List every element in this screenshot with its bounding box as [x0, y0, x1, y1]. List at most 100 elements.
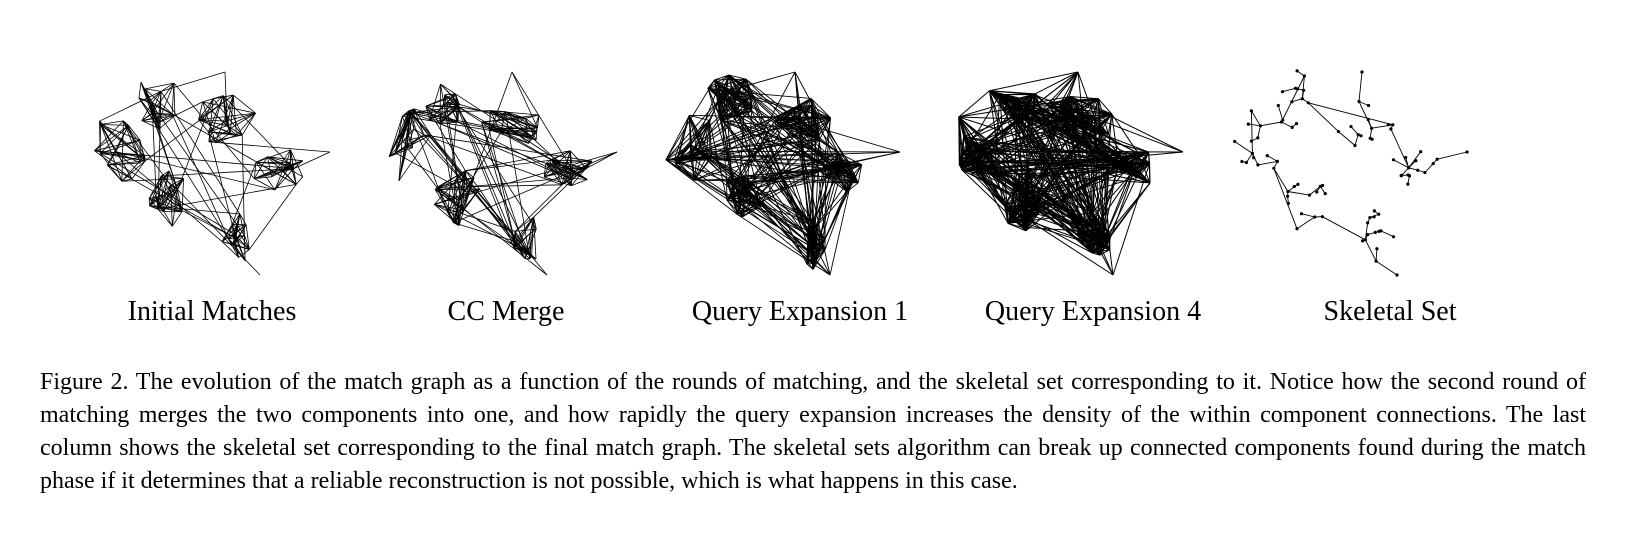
- graph-edge: [1132, 162, 1150, 176]
- graph-edge: [439, 117, 446, 124]
- graph-edge: [970, 116, 1021, 140]
- graph-node: [1307, 193, 1312, 197]
- graph-edge: [784, 117, 839, 154]
- graph-edge: [981, 166, 996, 175]
- graph-edge: [697, 150, 901, 153]
- graph-edge: [736, 95, 752, 116]
- graph-edge: [1092, 231, 1111, 251]
- graph-node: [1296, 182, 1300, 186]
- graph-edge: [207, 131, 216, 143]
- graph-edge: [1004, 205, 1093, 254]
- graph-edge: [489, 129, 537, 133]
- graph-node: [1423, 170, 1427, 175]
- graph-edge: [481, 121, 490, 129]
- graph-edge: [149, 205, 164, 212]
- graph-edge: [1338, 131, 1356, 146]
- graph-edge: [718, 91, 727, 117]
- graph-edge: [812, 221, 826, 239]
- graph-edge: [1023, 71, 1079, 220]
- graph-edge: [824, 152, 839, 168]
- graph-edge: [160, 82, 175, 92]
- graph-edge: [149, 205, 240, 215]
- graph-edge: [1291, 98, 1303, 103]
- graph-edge: [824, 161, 849, 168]
- graph-edge: [989, 71, 1079, 92]
- graph-node: [1246, 122, 1250, 126]
- graph-node: [1336, 130, 1341, 134]
- graph-edge: [784, 117, 901, 153]
- graph-edge: [726, 199, 738, 215]
- graph-node: [1407, 174, 1412, 178]
- graph-edge: [743, 175, 814, 241]
- graph-edge: [514, 216, 534, 232]
- graph-edge: [794, 71, 811, 236]
- graph-edge: [1108, 152, 1139, 165]
- graph-node: [1374, 259, 1378, 263]
- graph-edge: [444, 93, 456, 96]
- graph-edge: [138, 97, 229, 240]
- graph-edge: [444, 94, 463, 211]
- graph-edge: [797, 104, 812, 118]
- graph-edge: [1401, 167, 1410, 176]
- graph-edge: [981, 142, 989, 174]
- graph-edge: [707, 79, 715, 89]
- graph-edge: [161, 175, 178, 190]
- graph-edge: [456, 106, 537, 230]
- graph-edge: [207, 131, 237, 239]
- graph-edge: [570, 160, 593, 187]
- graph-edge: [551, 159, 569, 179]
- graph-edge: [221, 241, 239, 258]
- graph-edge: [1437, 151, 1468, 160]
- graph-edge: [457, 106, 482, 123]
- graph-edge: [458, 170, 466, 226]
- graph-edge: [467, 71, 513, 193]
- graph-edge: [1234, 141, 1253, 154]
- graph-edge: [1092, 212, 1111, 236]
- graph-edge: [1076, 233, 1111, 251]
- graph-edge: [675, 115, 690, 165]
- graph-node: [1465, 150, 1469, 154]
- graph-edge: [255, 149, 291, 163]
- graph-node: [1366, 221, 1370, 225]
- graph-edge: [274, 170, 284, 191]
- graph-node: [1286, 194, 1290, 198]
- graph-edge: [1077, 71, 1111, 160]
- graph-edge: [551, 159, 572, 187]
- graph-node: [1377, 229, 1381, 233]
- graph-edge: [429, 83, 441, 120]
- graph-edge: [551, 150, 571, 160]
- graph-edge: [994, 166, 1105, 240]
- graph-edge: [481, 121, 528, 255]
- graph-edge: [173, 83, 176, 116]
- graph-edge: [760, 116, 818, 204]
- graph-edge: [513, 216, 535, 248]
- graph-edge: [989, 90, 1009, 224]
- graph-edge: [959, 160, 1005, 207]
- graph-node: [1244, 160, 1248, 165]
- graph-edge: [157, 82, 175, 124]
- graph-edge: [1364, 239, 1377, 262]
- graph-edge: [743, 120, 775, 177]
- graph-edge: [774, 120, 820, 141]
- graph-edge: [100, 124, 133, 180]
- graph-edge: [848, 161, 853, 176]
- graph-edge: [198, 119, 226, 122]
- graph-edge: [989, 90, 1034, 96]
- graph-edge: [734, 179, 814, 264]
- graph-edge: [138, 97, 150, 102]
- graph-edge: [725, 90, 751, 97]
- graph-node: [1419, 150, 1423, 154]
- panel-label-initial-matches: Initial Matches: [127, 296, 297, 327]
- graph-edge: [149, 198, 183, 213]
- graph-edge: [1032, 94, 1035, 110]
- graph-edge: [1281, 75, 1305, 123]
- graph-edge: [812, 238, 826, 264]
- match-graph-initial-matches: [94, 71, 331, 276]
- graph-edge: [543, 159, 552, 178]
- graph-edge: [1092, 252, 1100, 256]
- graph-edge: [231, 224, 235, 245]
- graph-node: [1272, 166, 1276, 170]
- graph-edge: [439, 84, 441, 124]
- graph-edge: [774, 117, 785, 122]
- graph-edge: [121, 178, 184, 182]
